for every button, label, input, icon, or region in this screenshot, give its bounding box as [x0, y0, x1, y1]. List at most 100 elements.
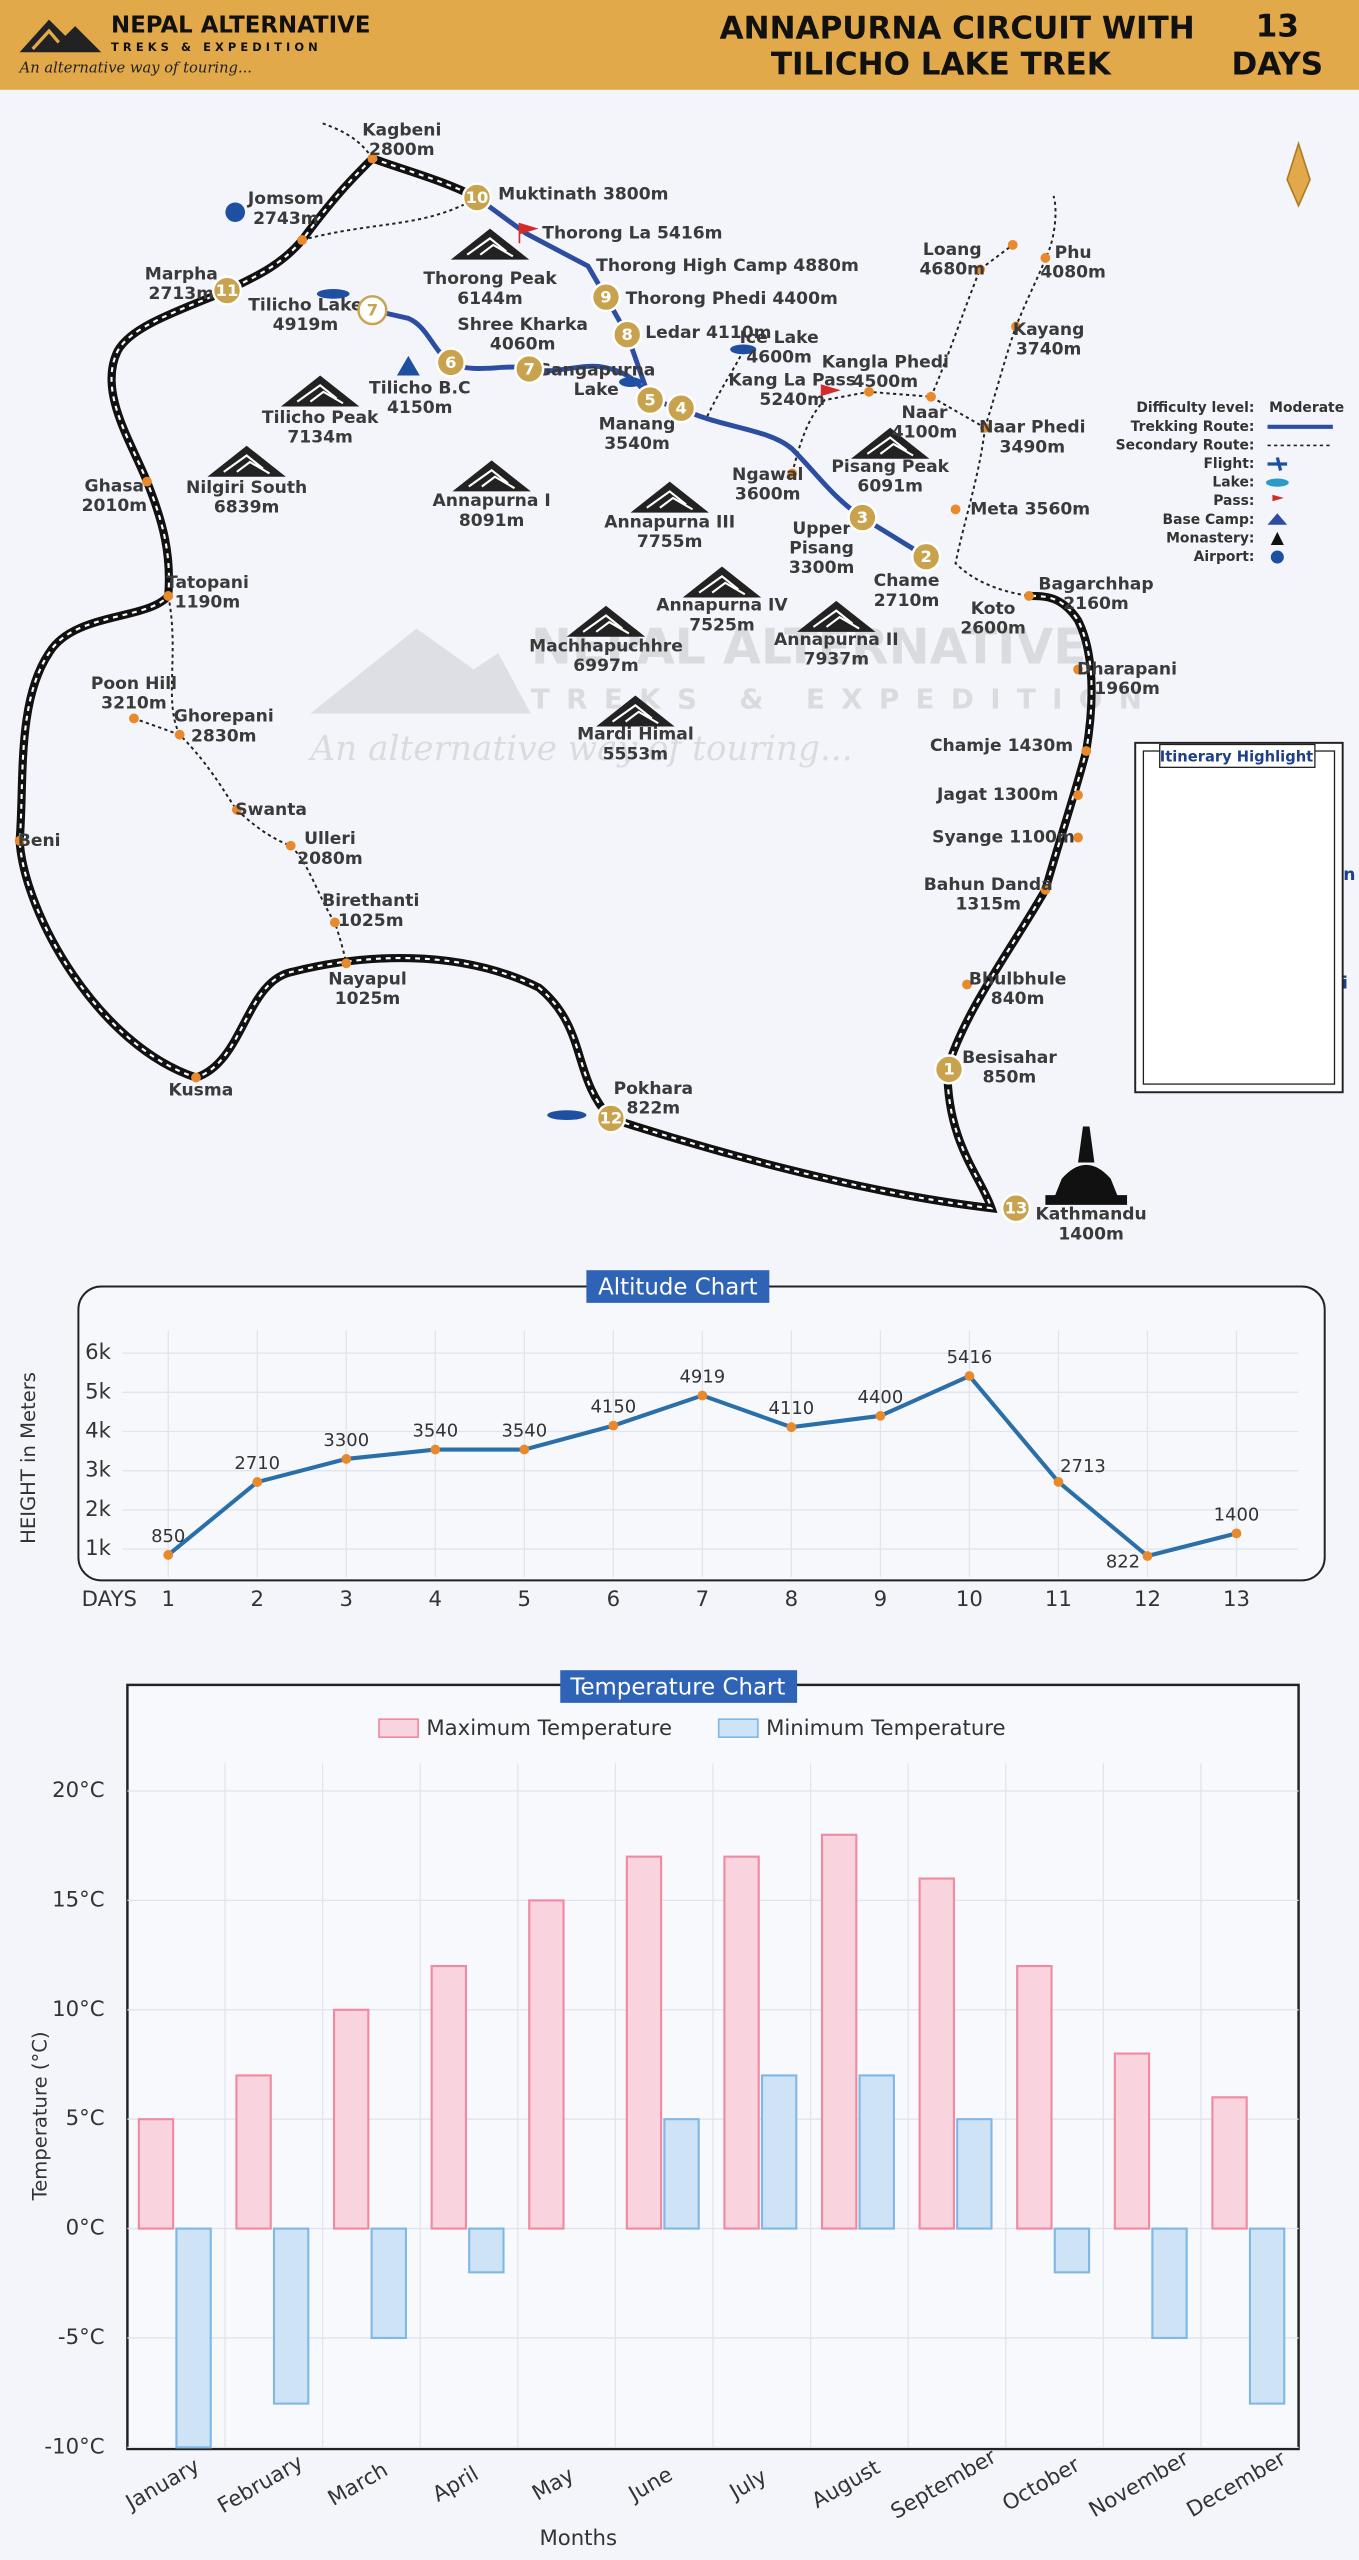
x-tick-label: 7 [696, 1587, 710, 1612]
day-marker [595, 1103, 627, 1134]
place-label: 7937m [804, 650, 870, 670]
place-label: Upper [792, 519, 851, 539]
x-tick-label: 3 [340, 1587, 354, 1612]
mountain-stripe [468, 468, 516, 490]
place-dot [297, 235, 308, 245]
bar [1053, 2227, 1091, 2274]
watermark: NEPAL ALTERNATIVE TREKS & EXPEDITION An … [307, 618, 1142, 769]
place-dot [191, 1072, 201, 1083]
x-axis-title: Months [539, 2526, 617, 2551]
y-tick-label: 5k [85, 1379, 112, 1404]
x-tick-label: 5 [518, 1587, 532, 1612]
point [786, 1422, 797, 1433]
day-marker-label: 4 [675, 398, 686, 417]
x-tick-label: 8 [785, 1587, 799, 1612]
point [1142, 1551, 1153, 1561]
place-label: Kayang [1013, 320, 1084, 340]
place-dot [1011, 321, 1021, 332]
place-label: Machhapuchhre [529, 637, 683, 657]
place-label: 840m [991, 989, 1045, 1009]
legend-label: Flight: [1203, 456, 1254, 472]
place-label: 6091m [857, 477, 923, 497]
mountain-stripe [698, 574, 746, 596]
bar [175, 2227, 212, 2449]
mountain-stripe [646, 490, 694, 511]
place-label: 3740m [1016, 339, 1082, 359]
bar [137, 2118, 175, 2230]
place-label: 1025m [335, 989, 401, 1009]
place-label: Chame [874, 571, 940, 591]
mountain [682, 566, 762, 598]
place-dot [975, 264, 985, 275]
place-label: Meta 3560m [970, 499, 1090, 519]
stupa [1045, 1126, 1128, 1205]
place-dot [1073, 664, 1083, 675]
data-label: 822 [1106, 1552, 1140, 1573]
y-tick-label: 3k [85, 1458, 112, 1483]
place-label: Thorong Phedi 4400m [626, 289, 838, 309]
x-tick-label: 4 [429, 1587, 443, 1612]
place-label: Lake [574, 380, 619, 400]
day-marker [1000, 1193, 1032, 1224]
point [875, 1410, 886, 1421]
place-label: Annapurna IV [656, 596, 788, 616]
data-label: 1400 [1214, 1504, 1260, 1525]
day-marker-label: 1 [943, 1060, 954, 1079]
place-label: 2710m [874, 591, 940, 611]
legend-label: Difficulty level: [1136, 400, 1254, 416]
legend-label: Pass: [1213, 493, 1254, 509]
place-label: Besisahar [962, 1048, 1057, 1068]
legend-label: Secondary Route: [1116, 437, 1255, 453]
data-label: 4150 [590, 1397, 636, 1418]
x-tick-label: 1 [161, 1587, 175, 1612]
place-label: Naar Phedi [979, 418, 1085, 438]
day-marker-label: 7 [367, 301, 378, 320]
day-marker [847, 502, 878, 533]
y-tick-label: 6k [85, 1340, 112, 1365]
place-label: 4100m [892, 423, 958, 443]
y-tick-label: -5°C [58, 2325, 105, 2350]
mountain [797, 600, 876, 632]
data-label: 3540 [501, 1421, 547, 1442]
place-label: Ledar 4110m [645, 323, 771, 343]
place-dot [962, 979, 972, 990]
itinerary-title-box [1159, 743, 1316, 768]
bar [723, 1855, 760, 2230]
place-dot [142, 476, 152, 487]
bar [370, 2227, 407, 2340]
place-label: Nilgiri South [186, 478, 307, 498]
day-marker-label: 2 [920, 547, 931, 566]
place-label: 7134m [287, 428, 353, 448]
place-label: Ngawal [732, 465, 803, 485]
data-label: 4919 [680, 1367, 726, 1388]
place-label: 1960m [1094, 679, 1160, 699]
chart-title: Altitude Chart [598, 1275, 757, 1301]
bar [625, 1855, 663, 2230]
legend-symbol [1265, 478, 1289, 487]
place-label: Pisang Peak [831, 457, 949, 477]
day-marker [590, 282, 622, 313]
x-tick-label: November [1085, 2446, 1193, 2523]
legend-symbol [1267, 457, 1288, 471]
day-marker-label: 8 [622, 325, 633, 344]
place-label: 4680m [920, 259, 986, 279]
place-dot [1040, 884, 1051, 895]
bar [956, 2118, 993, 2230]
mountain [207, 445, 286, 477]
place-dot [341, 958, 352, 969]
bar [918, 1877, 955, 2230]
data-label: 2710 [234, 1453, 280, 1474]
place-dot [1073, 790, 1083, 800]
place-label: 5553m [603, 744, 669, 764]
x-tick-label: April [428, 2462, 483, 2508]
mountain-stripe [582, 614, 630, 635]
itinerary-box [1134, 741, 1344, 1094]
place-label: Jomsom [247, 189, 324, 209]
lake [547, 1110, 587, 1120]
place-dot [1024, 591, 1034, 601]
place-dot [1081, 746, 1092, 756]
day-marker [357, 295, 388, 326]
